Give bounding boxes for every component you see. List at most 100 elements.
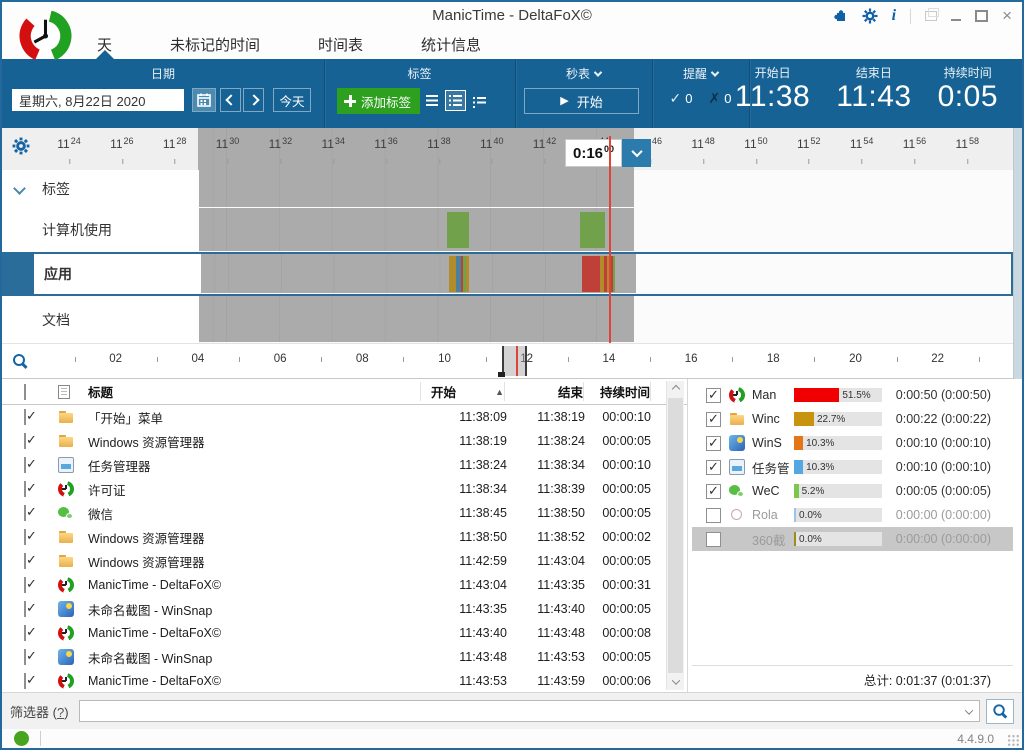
next-day-button[interactable]	[243, 88, 264, 112]
row-checkbox[interactable]	[24, 529, 26, 545]
calendar-button[interactable]	[192, 88, 216, 112]
reminder-dropdown[interactable]: 提醒	[652, 65, 749, 82]
row-checkbox[interactable]	[24, 577, 26, 593]
info-icon[interactable]: i	[891, 7, 897, 24]
table-row[interactable]: ManicTime - DeltaFoX© 11:43:04 11:43:35 …	[2, 573, 687, 597]
app-activity-block[interactable]	[612, 256, 615, 292]
row-checkbox[interactable]	[24, 673, 26, 689]
timeline-scale[interactable]: 1124 1126 1128 1130 1132	[2, 128, 1013, 171]
row-checkbox[interactable]	[706, 387, 721, 403]
table-row[interactable]: 「开始」菜单 11:38:09 11:38:19 00:00:10	[2, 405, 687, 429]
zoom-magnifier-icon[interactable]	[12, 353, 28, 369]
timeline-row-tags[interactable]: 标签	[2, 170, 1013, 209]
row-checkbox[interactable]	[24, 625, 26, 641]
row-checkbox[interactable]	[24, 409, 26, 425]
filter-dropdown-icon[interactable]	[964, 706, 974, 715]
stopwatch-dropdown[interactable]: 秒表	[515, 65, 652, 82]
previous-day-button[interactable]	[220, 88, 241, 112]
overview-selection-handle[interactable]	[498, 372, 506, 377]
row-checkbox[interactable]	[24, 457, 26, 473]
overview-hour-label: 16	[684, 353, 698, 365]
app-usage-row[interactable]: WinS 10.3% 0:00:10 (0:00:10)	[692, 431, 1013, 455]
add-tag-button[interactable]: 添加标签	[337, 88, 421, 114]
app-activity-block[interactable]	[607, 256, 610, 292]
app-usage-row[interactable]: 任务管 10.3% 0:00:10 (0:00:10)	[692, 455, 1013, 479]
app-usage-row[interactable]: Man 51.5% 0:00:50 (0:00:50)	[692, 383, 1013, 407]
row-checkbox[interactable]	[706, 483, 721, 499]
tab[interactable]: 时间表	[318, 37, 364, 54]
view-list-button[interactable]	[421, 90, 442, 111]
app-activity-block[interactable]	[463, 256, 466, 292]
row-checkbox[interactable]	[706, 507, 721, 523]
app-activity-block[interactable]	[455, 256, 461, 292]
table-row[interactable]: 许可证 11:38:34 11:38:39 00:00:05	[2, 477, 687, 501]
row-checkbox[interactable]	[706, 411, 721, 427]
overview-selection-range[interactable]	[502, 346, 527, 376]
row-checkbox[interactable]	[24, 433, 26, 449]
scroll-up-icon[interactable]	[667, 381, 684, 397]
row-checkbox[interactable]	[24, 649, 26, 665]
row-checkbox[interactable]	[24, 481, 26, 497]
select-all-checkbox[interactable]	[24, 383, 26, 400]
timeline-row-documents[interactable]: 文档	[2, 296, 1013, 343]
column-header-end[interactable]: 结束	[504, 382, 583, 401]
table-row[interactable]: Windows 资源管理器 11:38:19 11:38:24 00:00:05	[2, 429, 687, 453]
table-row[interactable]: 未命名截图 - WinSnap 11:43:48 11:43:53 00:00:…	[2, 645, 687, 669]
restore-icon[interactable]	[925, 8, 940, 21]
settings-gear-icon[interactable]	[862, 8, 878, 24]
row-checkbox[interactable]	[706, 459, 721, 475]
tab[interactable]: 统计信息	[421, 37, 482, 54]
row-checkbox[interactable]	[706, 435, 721, 451]
tab[interactable]: 未标记的时间	[170, 37, 261, 54]
tab[interactable]: 天	[97, 30, 112, 59]
filter-search-button[interactable]	[986, 698, 1014, 724]
column-header-start[interactable]: 开始 ▲	[420, 382, 504, 401]
table-scrollbar[interactable]	[666, 381, 684, 690]
scroll-down-icon[interactable]	[667, 674, 684, 690]
row-checkbox[interactable]	[24, 553, 26, 569]
row-checkbox[interactable]	[706, 531, 721, 547]
maximize-icon[interactable]	[975, 10, 989, 22]
timeline-settings-gear-icon[interactable]	[12, 137, 30, 155]
plugin-icon[interactable]	[833, 9, 848, 24]
table-row[interactable]: 未命名截图 - WinSnap 11:43:35 11:43:40 00:00:…	[2, 597, 687, 621]
computer-usage-block[interactable]	[447, 212, 469, 248]
app-activity-block[interactable]	[460, 256, 464, 292]
app-usage-row[interactable]: Winc 22.7% 0:00:22 (0:00:22)	[692, 407, 1013, 431]
app-activity-block[interactable]	[599, 256, 604, 292]
view-compact-list-button[interactable]	[469, 90, 490, 111]
app-activity-block[interactable]	[581, 256, 600, 292]
table-row[interactable]: Windows 资源管理器 11:42:59 11:43:04 00:00:05	[2, 549, 687, 573]
app-activity-block[interactable]	[603, 256, 608, 292]
day-overview-bar[interactable]: 02 04 06 08 10 12 14 16 18 20 22	[2, 343, 1013, 379]
app-activity-block[interactable]	[465, 256, 470, 292]
row-checkbox[interactable]	[24, 601, 26, 617]
table-row[interactable]: ManicTime - DeltaFoX© 11:43:40 11:43:48 …	[2, 621, 687, 645]
timeline-row-applications[interactable]: 应用	[2, 252, 1013, 296]
minimize-icon[interactable]	[951, 19, 962, 21]
selection-dropdown-button[interactable]	[622, 139, 652, 167]
filter-input[interactable]	[81, 701, 957, 721]
app-usage-row[interactable]: Rola 0.0% 0:00:00 (0:00:00)	[692, 503, 1013, 527]
app-activity-block[interactable]	[609, 256, 613, 292]
app-usage-row[interactable]: 360截 0.0% 0:00:00 (0:00:00)	[692, 527, 1013, 551]
computer-usage-block[interactable]	[580, 212, 606, 248]
stopwatch-start-button[interactable]: ▶ 开始	[524, 88, 639, 114]
table-row[interactable]: 任务管理器 11:38:24 11:38:34 00:00:10	[2, 453, 687, 477]
row-checkbox[interactable]	[24, 505, 26, 521]
today-button[interactable]: 今天	[273, 88, 311, 112]
table-row[interactable]: 微信 11:38:45 11:38:50 00:00:05	[2, 501, 687, 525]
close-icon[interactable]: ×	[1002, 6, 1012, 25]
resize-grip[interactable]	[1007, 734, 1020, 747]
column-header-title[interactable]: 标题	[88, 386, 114, 400]
scrollbar-thumb[interactable]	[668, 398, 683, 673]
table-row[interactable]: Windows 资源管理器 11:38:50 11:38:52 00:00:02	[2, 525, 687, 549]
app-activity-block[interactable]	[449, 256, 456, 292]
app-usage-row[interactable]: WeC 5.2% 0:00:05 (0:00:05)	[692, 479, 1013, 503]
date-input[interactable]	[12, 89, 184, 111]
filter-help-link[interactable]: ?	[56, 704, 65, 720]
column-header-duration[interactable]: 持续时间	[583, 382, 651, 401]
table-row[interactable]: ManicTime - DeltaFoX© 11:43:53 11:43:59 …	[2, 669, 687, 692]
timeline-row-computer-usage[interactable]: 计算机使用	[2, 208, 1013, 253]
view-detail-list-button[interactable]	[445, 90, 466, 111]
